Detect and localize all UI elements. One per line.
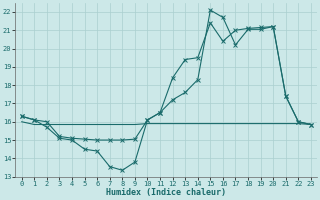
X-axis label: Humidex (Indice chaleur): Humidex (Indice chaleur) [106, 188, 226, 197]
